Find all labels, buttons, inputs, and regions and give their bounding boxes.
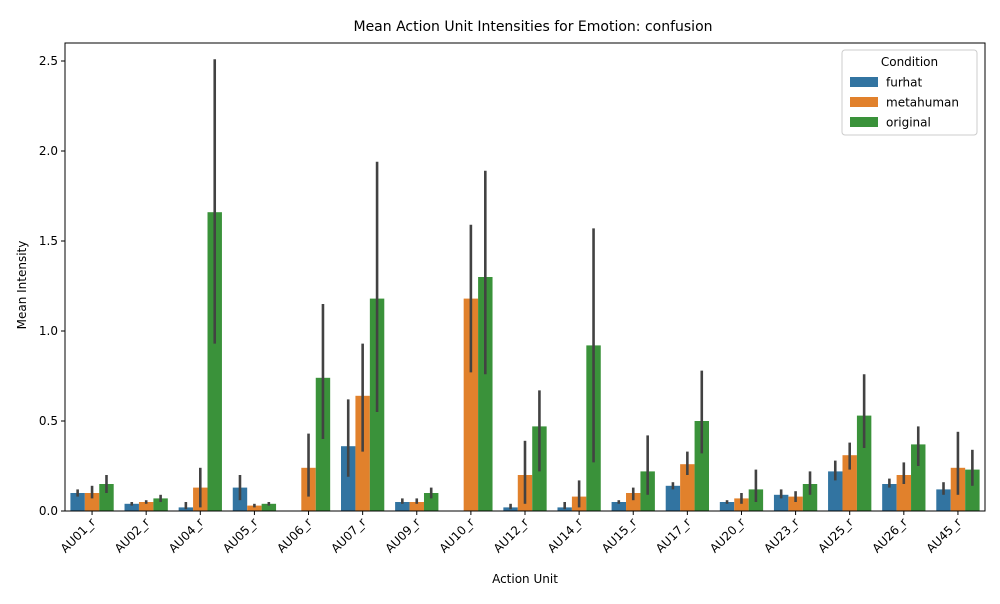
- legend: Condition furhat metahuman original: [841, 49, 978, 136]
- bar-metahuman-AU09_r: [409, 502, 424, 511]
- y-tick-label: 0.5: [39, 414, 58, 428]
- y-tick-label: 0.0: [39, 504, 58, 518]
- bar-original-AU23_r: [802, 484, 818, 511]
- bar-furhat-AU25_r: [828, 471, 843, 511]
- y-tick-label: 1.0: [39, 324, 58, 338]
- bar-metahuman-AU23_r: [788, 496, 803, 511]
- bar-metahuman-AU10_r: [463, 298, 479, 511]
- legend-label-original: original: [886, 116, 931, 130]
- plot-frame-border: [64, 42, 986, 512]
- bar-original-AU02_r: [153, 498, 168, 511]
- bar-original-AU26_r: [911, 444, 926, 511]
- bar-furhat-AU20_r: [719, 502, 735, 511]
- legend-label-furhat: furhat: [886, 76, 923, 90]
- bar-furhat-AU17_r: [665, 485, 681, 511]
- bar-metahuman-AU05_r: [247, 505, 262, 511]
- plot-frame: [64, 42, 986, 512]
- bar-metahuman-AU02_r: [138, 502, 154, 511]
- y-tick-label: 1.5: [39, 234, 58, 248]
- bar-furhat-AU45_r: [936, 489, 951, 511]
- legend-swatch-metahuman: [850, 97, 878, 107]
- y-axis: 0.0 0.5 1.0 1.5 2.0 2.5: [39, 54, 65, 518]
- chart-title: Mean Action Unit Intensities for Emotion…: [353, 19, 712, 35]
- bar-original-AU17_r: [694, 421, 709, 511]
- legend-label-metahuman: metahuman: [886, 96, 959, 110]
- legend-swatch-furhat: [850, 77, 878, 87]
- bar-original-AU10_r: [478, 277, 493, 511]
- bar-original-AU04_r: [207, 212, 222, 511]
- bar-metahuman-AU15_r: [626, 493, 641, 511]
- bar-furhat-AU02_r: [124, 503, 139, 511]
- legend-box: [841, 49, 978, 136]
- bar-furhat-AU01_r: [70, 493, 85, 511]
- bar-original-AU25_r: [856, 415, 872, 511]
- legend-title: Condition: [881, 55, 938, 69]
- bar-metahuman-AU01_r: [84, 493, 100, 511]
- bar-metahuman-AU07_r: [355, 395, 370, 511]
- bar-original-AU01_r: [99, 484, 114, 511]
- bar-metahuman-AU17_r: [680, 464, 695, 511]
- error-bars-layer: [76, 59, 974, 510]
- y-tick-label: 2.5: [39, 54, 58, 68]
- bar-original-AU06_r: [315, 377, 331, 511]
- x-axis-label: Action Unit: [492, 572, 558, 586]
- bar-metahuman-AU25_r: [842, 455, 857, 511]
- bar-furhat-AU23_r: [773, 494, 789, 511]
- bar-metahuman-AU26_r: [896, 475, 912, 511]
- bar-furhat-AU15_r: [611, 502, 627, 511]
- bar-metahuman-AU20_r: [734, 498, 749, 511]
- bar-furhat-AU07_r: [341, 446, 356, 511]
- bar-original-AU45_r: [965, 469, 980, 511]
- bar-furhat-AU09_r: [395, 502, 410, 511]
- y-axis-label: Mean Intensity: [15, 241, 29, 330]
- bar-original-AU09_r: [423, 493, 439, 511]
- bar-original-AU05_r: [261, 503, 277, 511]
- y-tick-label: 2.0: [39, 144, 58, 158]
- legend-swatch-original: [850, 117, 878, 127]
- bar-furhat-AU26_r: [882, 484, 897, 511]
